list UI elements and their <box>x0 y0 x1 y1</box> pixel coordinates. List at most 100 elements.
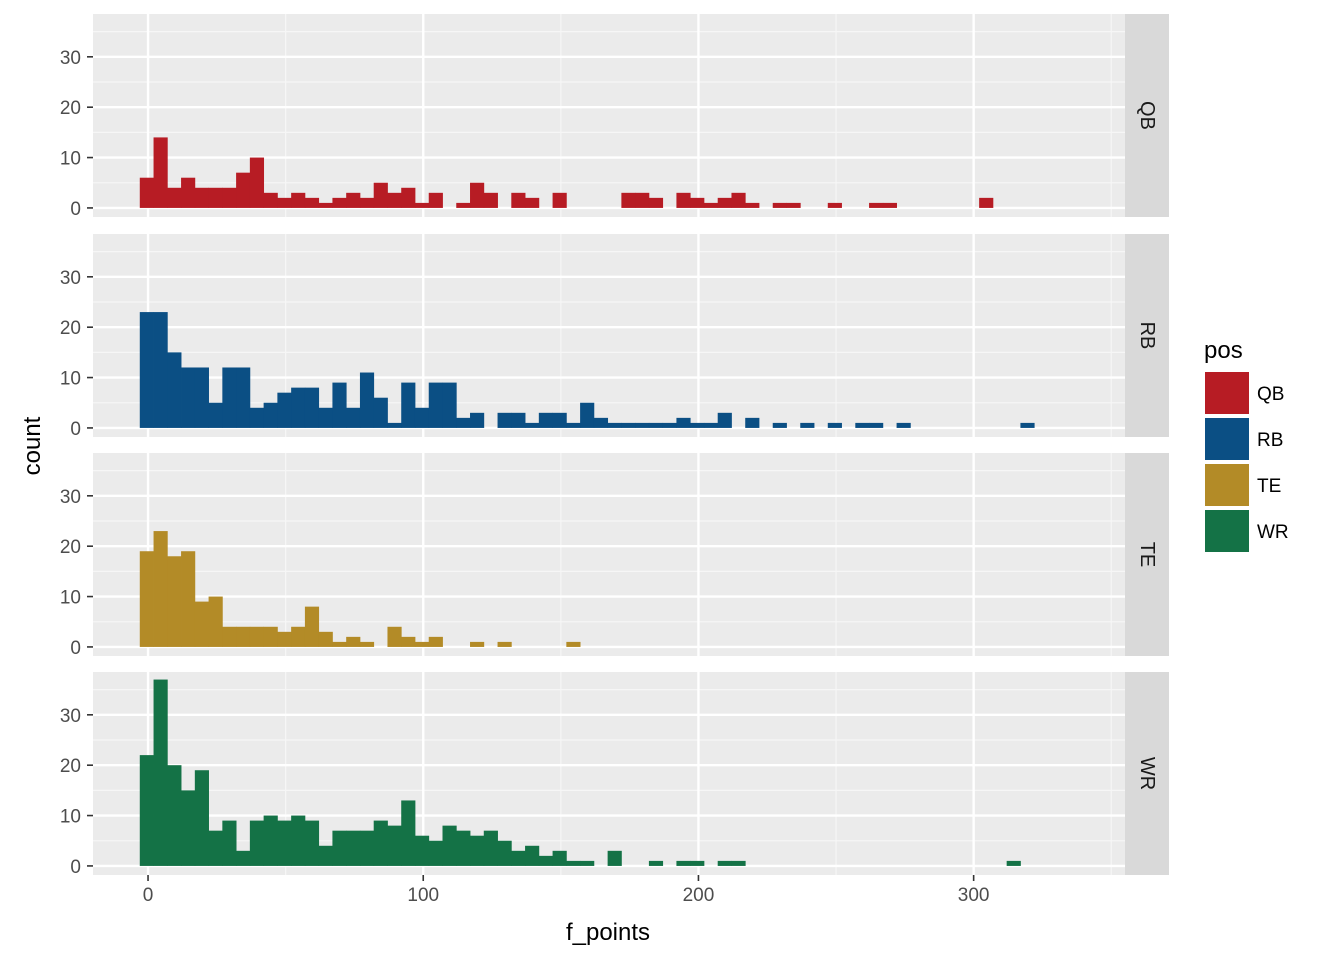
histogram-bar <box>717 860 732 866</box>
legend: pos QB RB TE WR <box>1204 337 1289 552</box>
histogram-bar <box>346 830 361 866</box>
histogram-bar <box>690 860 705 866</box>
facet-panel-rb: 0 10 20 30 RB <box>60 234 1169 440</box>
histogram-bar <box>153 312 168 428</box>
histogram-bar <box>538 855 553 866</box>
y-tick-label: 20 <box>60 318 81 339</box>
histogram-bar <box>1006 860 1021 866</box>
y-tick-label: 30 <box>60 48 81 69</box>
histogram-bar <box>745 202 760 208</box>
histogram-bar <box>456 417 471 428</box>
histogram-bar <box>566 422 581 428</box>
histogram-bar <box>786 202 801 208</box>
histogram-bar <box>538 412 553 428</box>
facet-strip <box>1125 672 1169 875</box>
histogram-bar <box>249 407 265 428</box>
histogram-bar <box>346 192 361 208</box>
histogram-bar <box>580 860 595 866</box>
histogram-bar <box>676 860 691 866</box>
histogram-bar <box>676 417 691 428</box>
histogram-bar <box>648 422 664 428</box>
histogram-bar <box>332 382 347 428</box>
histogram-bar <box>208 402 223 428</box>
histogram-bar <box>621 422 636 428</box>
histogram-bar <box>414 835 430 866</box>
facet-strip-label: RB <box>1136 322 1158 350</box>
histogram-bar <box>635 422 650 428</box>
facet-panel-qb: 0 10 20 30 QB <box>60 14 1169 220</box>
histogram-bar <box>401 382 416 428</box>
histogram-bar <box>869 422 884 428</box>
histogram-bar <box>318 407 333 428</box>
histogram-bar <box>428 636 443 647</box>
histogram-bar <box>511 412 526 428</box>
histogram-bar <box>359 197 375 208</box>
histogram-bar <box>222 187 237 208</box>
histogram-bar <box>263 815 278 866</box>
histogram-bar <box>153 531 168 647</box>
histogram-bar <box>222 367 237 428</box>
histogram-bar <box>470 412 485 428</box>
histogram-bar <box>194 770 209 866</box>
histogram-bar <box>139 551 154 647</box>
histogram-bar <box>181 177 196 208</box>
histogram-bar <box>470 182 485 208</box>
histogram-bar <box>442 825 457 866</box>
facet-strip-label: WR <box>1136 757 1158 790</box>
histogram-bar <box>772 422 787 428</box>
histogram-bar <box>470 835 485 866</box>
y-tick-label: 10 <box>60 807 81 828</box>
histogram-bar <box>236 626 251 647</box>
y-tick-label: 30 <box>60 268 81 289</box>
histogram-bar <box>208 187 223 208</box>
histogram-bar <box>181 790 196 866</box>
histogram-bar <box>456 830 471 866</box>
histogram-bar <box>497 641 512 647</box>
histogram-bar <box>690 197 705 208</box>
histogram-bar <box>690 422 705 428</box>
histogram-bar <box>593 417 609 428</box>
histogram-bar <box>291 815 306 866</box>
histogram-bar <box>552 850 567 866</box>
histogram-bar <box>387 192 402 208</box>
histogram-bar <box>346 636 361 647</box>
panel-background <box>93 453 1125 656</box>
histogram-bar <box>277 392 292 428</box>
legend-key-rb <box>1205 418 1249 460</box>
histogram-bar <box>566 641 581 647</box>
x-axis: 0 100 200 300 <box>143 875 989 906</box>
histogram-bar <box>401 187 416 208</box>
histogram-bar <box>139 177 154 208</box>
histogram-bar <box>291 192 306 208</box>
facet-panel-wr: 0 10 20 30 WR <box>60 672 1169 878</box>
histogram-bar <box>497 412 512 428</box>
histogram-bar <box>621 192 636 208</box>
legend-key-qb <box>1205 372 1249 414</box>
histogram-bar <box>800 422 815 428</box>
y-tick-label: 10 <box>60 588 81 609</box>
histogram-bar <box>717 412 732 428</box>
histogram-bar <box>676 192 691 208</box>
histogram-bar <box>607 850 622 866</box>
histogram-bar <box>153 679 168 866</box>
legend-label-wr: WR <box>1257 522 1289 543</box>
histogram-bar <box>414 202 430 208</box>
histogram-bar <box>896 422 911 428</box>
histogram-bar <box>827 202 842 208</box>
histogram-bar <box>359 372 375 428</box>
histogram-bar <box>552 412 567 428</box>
histogram-bar <box>414 641 430 647</box>
histogram-bar <box>277 631 292 647</box>
x-tick-label: 0 <box>143 885 154 906</box>
histogram-bar <box>291 626 306 647</box>
y-tick-label: 0 <box>70 419 81 440</box>
histogram-bar <box>552 192 567 208</box>
histogram-bar <box>869 202 884 208</box>
histogram-bar <box>332 197 347 208</box>
histogram-bar <box>263 192 278 208</box>
histogram-bar <box>525 845 540 866</box>
histogram-bar <box>291 387 306 428</box>
legend-key-te <box>1205 464 1249 506</box>
histogram-bar <box>167 765 182 866</box>
y-tick-label: 20 <box>60 537 81 558</box>
